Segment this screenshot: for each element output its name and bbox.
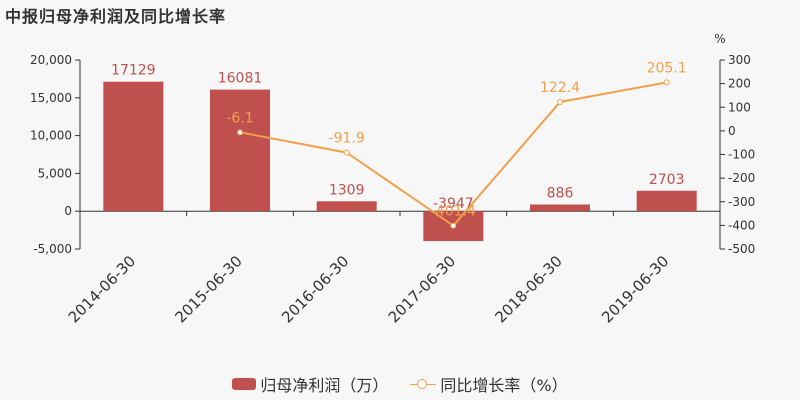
- y-right-tick-label: -100: [728, 148, 755, 162]
- growth-data-label: 122.4: [540, 80, 580, 96]
- y-left-tick-label: 15,000: [30, 91, 72, 105]
- growth-point: [237, 129, 243, 136]
- y-right-tick-label: -500: [728, 242, 755, 256]
- y-right-tick-label: 0: [728, 124, 736, 138]
- y-right-tick-label: -200: [728, 171, 755, 185]
- y-left-tick-label: -5,000: [33, 242, 72, 256]
- y-left-tick-label: 20,000: [30, 53, 72, 67]
- x-tick-label: 2017-06-30: [385, 252, 459, 326]
- growth-data-label: 205.1: [647, 60, 687, 76]
- bar-data-label: 886: [547, 186, 574, 202]
- legend-label-growth-rate: 同比增长率（%）: [440, 376, 568, 395]
- x-tick-label: 2014-06-30: [65, 252, 139, 326]
- growth-point: [663, 79, 670, 86]
- bar-data-label: 16081: [218, 71, 263, 87]
- legend-label-net-profit: 归母净利润（万）: [260, 376, 389, 395]
- x-tick-label: 2015-06-30: [171, 252, 245, 326]
- chart-legend: 归母净利润（万） 同比增长率（%）: [0, 372, 800, 396]
- chart-title: 中报归母净利润及同比增长率: [5, 7, 227, 26]
- growth-data-label: -401.4: [431, 204, 476, 220]
- y-right-tick-label: 300: [728, 53, 751, 67]
- growth-point: [557, 98, 563, 105]
- x-tick-label: 2016-06-30: [278, 252, 352, 326]
- bar: [103, 81, 164, 212]
- y-right-tick-label: 100: [728, 100, 751, 114]
- y-right-unit: %: [714, 32, 725, 46]
- bar-data-label: -3947: [433, 196, 474, 212]
- bar-data-label: 2703: [649, 172, 685, 188]
- bar: [636, 190, 697, 212]
- x-tick-label: 2019-06-30: [598, 252, 672, 326]
- y-left-tick-label: 0: [64, 204, 72, 218]
- growth-data-label: -91.9: [329, 131, 365, 147]
- growth-point: [343, 149, 350, 156]
- y-left-tick-label: 10,000: [30, 129, 72, 143]
- bar-data-label: 17129: [111, 63, 156, 79]
- bar: [210, 89, 270, 212]
- bar: [530, 204, 590, 212]
- growth-data-label: -6.1: [226, 110, 253, 126]
- y-right-tick-label: -300: [728, 195, 755, 209]
- y-left-tick-label: 5,000: [38, 166, 72, 180]
- y-right-tick-label: 200: [728, 77, 751, 91]
- x-tick-label: 2018-06-30: [491, 252, 565, 326]
- growth-point: [450, 222, 457, 229]
- legend-item-net-profit[interactable]: 归母净利润（万）: [232, 372, 388, 396]
- bar-data-label: 1309: [329, 182, 365, 198]
- bar: [316, 201, 377, 212]
- y-right-tick-label: -400: [728, 218, 755, 232]
- legend-item-growth-rate[interactable]: 同比增长率（%）: [410, 372, 568, 396]
- legend-bar-swatch: [232, 378, 257, 390]
- legend-line-swatch: [410, 378, 437, 390]
